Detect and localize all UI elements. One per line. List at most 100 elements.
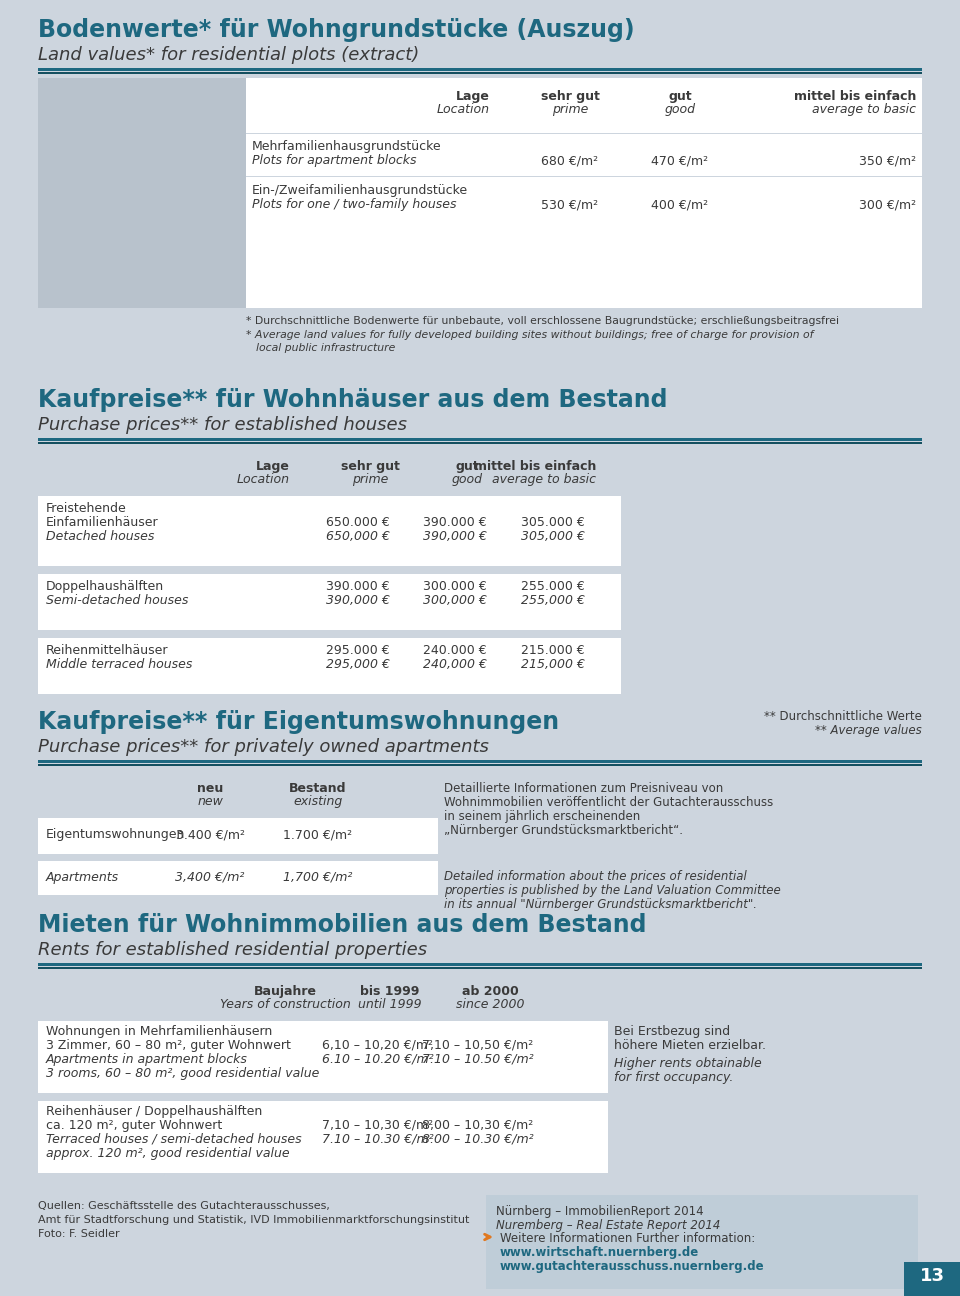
Text: 305.000 €: 305.000 € [521, 516, 585, 529]
Text: average to basic: average to basic [812, 102, 916, 117]
Text: 215.000 €: 215.000 € [521, 644, 585, 657]
Text: Location: Location [237, 473, 290, 486]
Text: Nürnberg – ImmobilienReport 2014: Nürnberg – ImmobilienReport 2014 [496, 1205, 704, 1218]
Text: gut: gut [668, 89, 692, 102]
Text: Ein-/Zweifamilienhausgrundstücke: Ein-/Zweifamilienhausgrundstücke [252, 184, 468, 197]
Text: Weitere Informationen Further information:: Weitere Informationen Further informatio… [500, 1232, 756, 1245]
Text: in its annual "Nürnberger Grundstücksmarktbericht".: in its annual "Nürnberger Grundstücksmar… [444, 898, 757, 911]
Text: 7.10 – 10.50 €/m²: 7.10 – 10.50 €/m² [422, 1052, 534, 1067]
Text: Bei Erstbezug sind: Bei Erstbezug sind [614, 1025, 731, 1038]
Text: Apartments: Apartments [46, 871, 119, 884]
Bar [38, 78, 246, 308]
Text: 305,000 €: 305,000 € [521, 530, 585, 543]
Text: existing: existing [294, 794, 343, 807]
Text: Baujahre: Baujahre [253, 985, 317, 998]
Bar [38, 963, 922, 966]
Text: 240,000 €: 240,000 € [423, 658, 487, 671]
Text: * Average land values for fully developed building sites without buildings; free: * Average land values for fully develope… [246, 330, 813, 340]
Text: Purchase prices** for privately owned apartments: Purchase prices** for privately owned ap… [38, 737, 489, 756]
Bar [38, 67, 922, 70]
Bar [38, 765, 922, 766]
Text: www.gutachterausschuss.nuernberg.de: www.gutachterausschuss.nuernberg.de [500, 1260, 764, 1273]
Text: average to basic: average to basic [492, 473, 596, 486]
Text: Lage: Lage [456, 89, 490, 102]
Text: mittel bis einfach: mittel bis einfach [473, 460, 596, 473]
Text: 400 €/m²: 400 €/m² [652, 198, 708, 211]
Bar [38, 818, 438, 854]
Text: 390,000 €: 390,000 € [326, 594, 390, 607]
Bar [38, 638, 621, 693]
Text: ca. 120 m², guter Wohnwert: ca. 120 m², guter Wohnwert [46, 1118, 223, 1131]
Text: 300 €/m²: 300 €/m² [859, 198, 916, 211]
Text: Reihenhäuser / Doppelhaushälften: Reihenhäuser / Doppelhaushälften [46, 1105, 262, 1118]
Text: Years of construction: Years of construction [220, 998, 350, 1011]
Bar [38, 442, 922, 443]
Bar [38, 1021, 608, 1093]
Text: 470 €/m²: 470 €/m² [652, 154, 708, 167]
Text: Terraced houses / semi-detached houses: Terraced houses / semi-detached houses [46, 1133, 301, 1146]
Text: 3 rooms, 60 – 80 m², good residential value: 3 rooms, 60 – 80 m², good residential va… [46, 1067, 320, 1080]
Text: Detaillierte Informationen zum Preisniveau von: Detaillierte Informationen zum Preisnive… [444, 781, 723, 794]
Text: ** Average values: ** Average values [815, 724, 922, 737]
Text: ** Durchschnittliche Werte: ** Durchschnittliche Werte [764, 710, 922, 723]
Text: Semi-detached houses: Semi-detached houses [46, 594, 188, 607]
Text: 13: 13 [920, 1267, 945, 1286]
Text: 1.700 €/m²: 1.700 €/m² [283, 828, 352, 841]
Text: Detailed information about the prices of residential: Detailed information about the prices of… [444, 870, 747, 883]
Text: Purchase prices** for established houses: Purchase prices** for established houses [38, 416, 407, 434]
Text: Bestand: Bestand [289, 781, 347, 794]
Text: Quellen: Geschäftsstelle des Gutachterausschusses,: Quellen: Geschäftsstelle des Gutachterau… [38, 1201, 330, 1210]
Text: Amt für Stadtforschung und Statistik, IVD Immobilienmarktforschungsinstitut: Amt für Stadtforschung und Statistik, IV… [38, 1216, 469, 1225]
Text: höhere Mieten erzielbar.: höhere Mieten erzielbar. [614, 1039, 766, 1052]
Text: good: good [451, 473, 483, 486]
Bar [38, 861, 438, 896]
Bar [38, 496, 621, 566]
Text: sehr gut: sehr gut [341, 460, 399, 473]
Text: until 1999: until 1999 [358, 998, 421, 1011]
Text: ab 2000: ab 2000 [462, 985, 518, 998]
Bar [38, 574, 621, 630]
Text: neu: neu [197, 781, 223, 794]
Text: 390.000 €: 390.000 € [326, 581, 390, 594]
Text: properties is published by the Land Valuation Committee: properties is published by the Land Valu… [444, 884, 780, 897]
Text: since 2000: since 2000 [456, 998, 524, 1011]
Text: 7,10 – 10,50 €/m²: 7,10 – 10,50 €/m² [422, 1039, 534, 1052]
Text: prime: prime [552, 102, 588, 117]
Text: good: good [664, 102, 695, 117]
Text: 295.000 €: 295.000 € [326, 644, 390, 657]
Text: 7.10 – 10.30 €/m²: 7.10 – 10.30 €/m² [323, 1133, 434, 1146]
Bar [486, 1195, 918, 1290]
Text: 255,000 €: 255,000 € [521, 594, 585, 607]
Text: 300.000 €: 300.000 € [423, 581, 487, 594]
Text: mittel bis einfach: mittel bis einfach [794, 89, 916, 102]
Text: gut: gut [455, 460, 479, 473]
Bar [38, 1102, 608, 1173]
Text: Wohnimmobilien veröffentlicht der Gutachterausschuss: Wohnimmobilien veröffentlicht der Gutach… [444, 796, 773, 809]
Text: Reihenmittelhäuser: Reihenmittelhäuser [46, 644, 169, 657]
Text: Bodenwerte* für Wohngrundstücke (Auszug): Bodenwerte* für Wohngrundstücke (Auszug) [38, 18, 635, 41]
Text: „Nürnberger Grundstücksmarktbericht“.: „Nürnberger Grundstücksmarktbericht“. [444, 824, 683, 837]
Text: 255.000 €: 255.000 € [521, 581, 585, 594]
Text: Mehrfamilienhausgrundstücke: Mehrfamilienhausgrundstücke [252, 140, 442, 153]
Text: Middle terraced houses: Middle terraced houses [46, 658, 192, 671]
Text: Lage: Lage [256, 460, 290, 473]
Text: 300,000 €: 300,000 € [423, 594, 487, 607]
Text: 8.00 – 10.30 €/m²: 8.00 – 10.30 €/m² [422, 1133, 534, 1146]
Text: 295,000 €: 295,000 € [326, 658, 390, 671]
Text: Freistehende: Freistehende [46, 502, 127, 515]
Text: Foto: F. Seidler: Foto: F. Seidler [38, 1229, 120, 1239]
Text: www.wirtschaft.nuernberg.de: www.wirtschaft.nuernberg.de [500, 1245, 699, 1258]
Text: 7,10 – 10,30 €/m²: 7,10 – 10,30 €/m² [323, 1118, 434, 1131]
Text: Detached houses: Detached houses [46, 530, 155, 543]
Text: 8,00 – 10,30 €/m²: 8,00 – 10,30 €/m² [422, 1118, 534, 1131]
Text: for first occupancy.: for first occupancy. [614, 1070, 733, 1083]
Text: Plots for one / two-family houses: Plots for one / two-family houses [252, 198, 457, 211]
Text: in seinem jährlich erscheinenden: in seinem jährlich erscheinenden [444, 810, 640, 823]
Text: 650,000 €: 650,000 € [326, 530, 390, 543]
Text: Kaufpreise** für Wohnhäuser aus dem Bestand: Kaufpreise** für Wohnhäuser aus dem Best… [38, 388, 667, 412]
Text: Wohnungen in Mehrfamilienhäusern: Wohnungen in Mehrfamilienhäusern [46, 1025, 273, 1038]
Text: Rents for established residential properties: Rents for established residential proper… [38, 941, 427, 959]
Text: 680 €/m²: 680 €/m² [541, 154, 599, 167]
Text: Mieten für Wohnimmobilien aus dem Bestand: Mieten für Wohnimmobilien aus dem Bestan… [38, 912, 646, 937]
Bar [38, 967, 922, 968]
